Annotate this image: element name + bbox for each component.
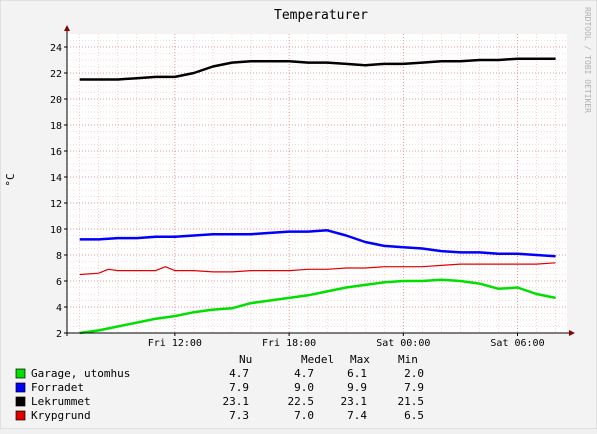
legend-stat-nu: 7.3 — [229, 409, 249, 422]
legend-swatch — [15, 396, 26, 407]
legend-series-name: Lekrummet — [31, 395, 91, 408]
y-axis-label: °C — [4, 173, 17, 186]
legend-series-name: Forradet — [31, 381, 84, 394]
legend-stat-min: 7.9 — [404, 381, 424, 394]
y-tick-label: 24 — [50, 43, 62, 54]
legend-swatch — [15, 368, 26, 379]
legend-stat-max: 9.9 — [347, 381, 367, 394]
legend-stat-medel: 7.0 — [294, 409, 314, 422]
series-layer — [79, 57, 556, 335]
y-tick-label: 12 — [50, 199, 62, 210]
y-tick-label: 22 — [50, 69, 62, 80]
y-axis-arrow — [64, 25, 70, 31]
axes — [64, 25, 575, 336]
legend-header-nu: Nu — [239, 353, 252, 366]
legend-header-medel: Medel — [301, 353, 334, 366]
y-tick-label: 6 — [56, 277, 62, 288]
legend-stat-min: 21.5 — [398, 395, 425, 408]
legend-stat-nu: 7.9 — [229, 381, 249, 394]
y-tick-label: 14 — [50, 173, 62, 184]
series-line-krypgrund — [79, 262, 556, 276]
legend-stat-max: 23.1 — [341, 395, 368, 408]
legend-stat-nu: 23.1 — [223, 395, 250, 408]
y-tick-label: 16 — [50, 147, 62, 158]
x-tick-label: Sat 06:00 — [490, 338, 544, 349]
legend-stat-medel: 22.5 — [288, 395, 315, 408]
legend-series-name: Garage, utomhus — [31, 367, 130, 380]
y-tick-label: 8 — [56, 251, 62, 262]
y-tick-label: 2 — [56, 329, 62, 340]
legend-header-max: Max — [350, 353, 370, 366]
legend-stat-nu: 4.7 — [229, 367, 249, 380]
legend-stat-max: 6.1 — [347, 367, 367, 380]
series-line-lekrummet — [79, 57, 556, 81]
y-tick-label: 20 — [50, 95, 62, 106]
y-tick-label: 4 — [56, 303, 62, 314]
chart-title: Temperaturer — [274, 8, 368, 23]
watermark: RRDTOOL / TOBI OETIKER — [583, 7, 592, 113]
x-axis-arrow — [569, 330, 575, 336]
series-line-garage-utomhus — [79, 278, 556, 335]
series-line-forradet — [79, 229, 556, 258]
legend: Nu Medel Max Min Garage, utomhus 4.7 4.7 6.1 2.0… — [15, 353, 425, 422]
legend-series-name: Krypgrund — [31, 409, 91, 422]
x-tick-label: Fri 18:00 — [262, 338, 316, 349]
x-tick-label: Sat 00:00 — [376, 338, 430, 349]
legend-stat-medel: 9.0 — [294, 381, 314, 394]
legend-stat-min: 6.5 — [404, 409, 424, 422]
legend-stat-medel: 4.7 — [294, 367, 314, 380]
y-tick-label: 18 — [50, 121, 62, 132]
legend-stat-min: 2.0 — [404, 367, 424, 380]
legend-swatch — [15, 410, 26, 421]
legend-stat-max: 7.4 — [347, 409, 367, 422]
legend-swatch — [15, 382, 26, 393]
x-tick-label: Fri 12:00 — [148, 338, 202, 349]
grid — [67, 34, 567, 334]
legend-header-min: Min — [398, 353, 418, 366]
y-tick-label: 10 — [50, 225, 62, 236]
